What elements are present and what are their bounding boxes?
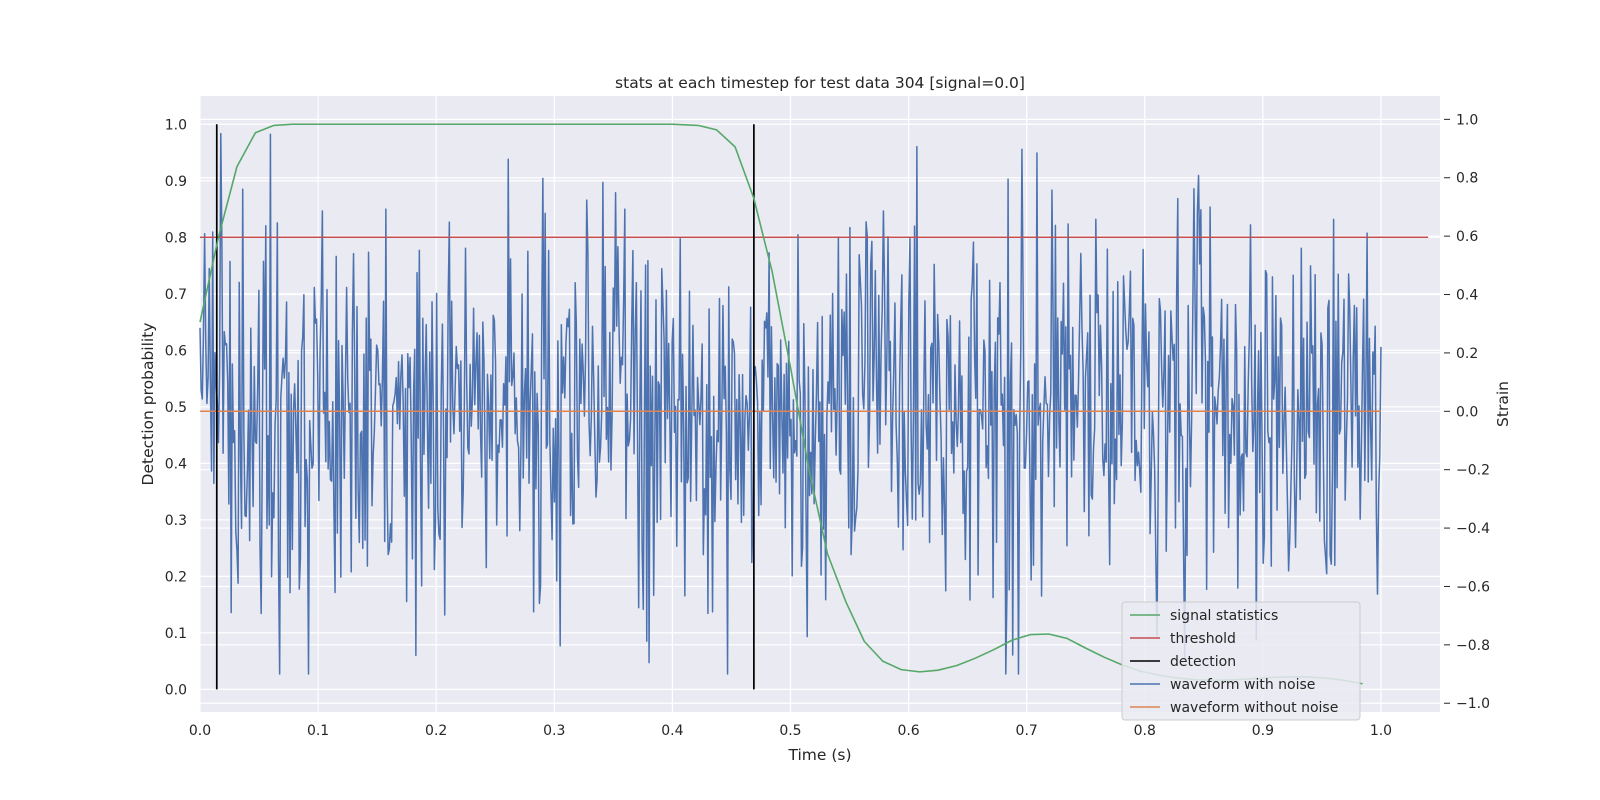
y-tick-label-right: 1.0	[1456, 112, 1478, 128]
y-tick-label-right: −0.2	[1456, 463, 1490, 479]
y-tick-label-right: 0.2	[1456, 346, 1478, 362]
y-tick-label-left: 0.0	[165, 682, 187, 698]
x-tick-label: 0.6	[897, 723, 919, 739]
legend-label-waveform-without-noise: waveform without noise	[1170, 700, 1338, 716]
x-tick-label: 0.1	[307, 723, 329, 739]
y-tick-label-right: 0.6	[1456, 229, 1478, 245]
chart-title: stats at each timestep for test data 304…	[615, 74, 1025, 92]
ticks: 0.0 0.1 0.2 0.3 0.4 0.5 0.6 0.7 0.8 0.9 1.0 0.0 0.1 0…	[165, 112, 1490, 739]
legend-box	[1121, 601, 1361, 721]
legend-label-signal-statistics: signal statistics	[1170, 608, 1278, 624]
y-tick-label-left: 1.0	[165, 117, 187, 133]
x-tick-label: 0.9	[1252, 723, 1274, 739]
y-tick-label-right: 0.8	[1456, 171, 1478, 187]
y-tick-label-right: −0.8	[1456, 638, 1490, 654]
x-axis-label: Time (s)	[787, 746, 851, 764]
x-tick-label: 0.0	[189, 723, 211, 739]
y-tick-label-left: 0.3	[165, 513, 187, 529]
legend-label-threshold: threshold	[1170, 631, 1236, 647]
y-tick-label-left: 0.5	[165, 400, 187, 416]
x-tick-label: 0.7	[1016, 723, 1038, 739]
y-tick-label-left: 0.1	[165, 626, 187, 642]
x-tick-label: 0.8	[1134, 723, 1156, 739]
y-tick-label-right: −0.6	[1456, 579, 1490, 595]
y-tick-label-right: −0.4	[1456, 521, 1490, 537]
legend-label-waveform-with-noise: waveform with noise	[1170, 677, 1315, 693]
x-tick-label: 0.4	[661, 723, 683, 739]
y-tick-label-left: 0.4	[165, 456, 187, 472]
x-tick-label: 0.3	[543, 723, 565, 739]
y-axis-label-right: Strain	[1494, 381, 1512, 427]
y-tick-label-left: 0.2	[165, 569, 187, 585]
y-tick-label-left: 0.6	[165, 343, 187, 359]
y-tick-label-left: 0.8	[165, 230, 187, 246]
legend-label-detection: detection	[1170, 654, 1236, 670]
legend: signal statistics threshold detection wa…	[1121, 601, 1361, 721]
y-tick-label-right: 0.0	[1456, 404, 1478, 420]
y-tick-label-left: 0.7	[165, 287, 187, 303]
x-tick-label: 0.2	[425, 723, 447, 739]
y-axis-label-left: Detection probability	[139, 323, 157, 486]
y-tick-label-right: 0.4	[1456, 288, 1478, 304]
y-tick-label-right: −1.0	[1456, 696, 1490, 712]
x-tick-label: 0.5	[779, 723, 801, 739]
y-tick-label-left: 0.9	[165, 174, 187, 190]
x-tick-label: 1.0	[1370, 723, 1392, 739]
